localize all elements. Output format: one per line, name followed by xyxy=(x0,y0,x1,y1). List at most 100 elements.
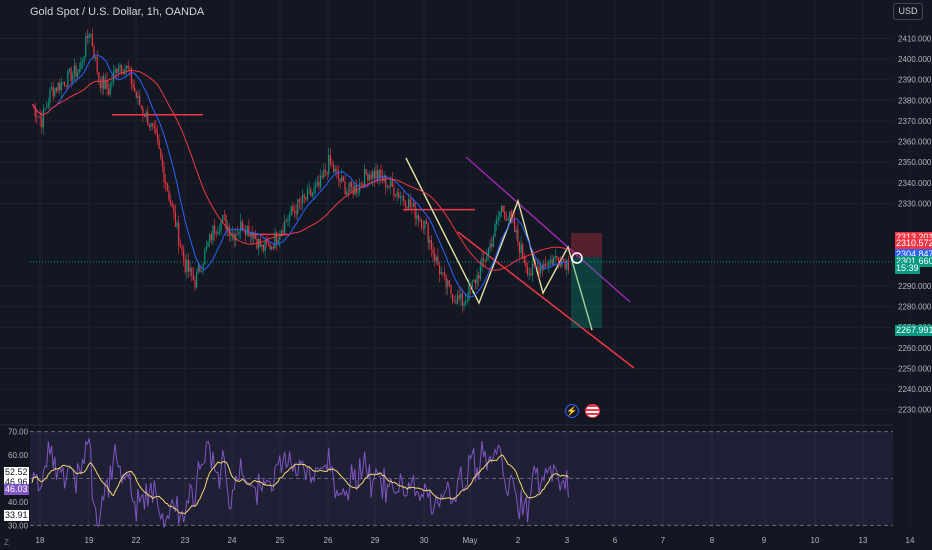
rsi-badge: 46.96 xyxy=(4,477,29,489)
candle-body xyxy=(460,293,462,299)
candle-body xyxy=(478,274,480,279)
candle-body xyxy=(83,56,85,62)
candle-body xyxy=(522,244,524,258)
candle-body xyxy=(91,33,93,47)
candle-body xyxy=(300,201,302,203)
candle-body xyxy=(440,272,442,275)
candle-body xyxy=(54,87,56,96)
price-tick-label: 2240.000 xyxy=(898,385,932,394)
candle-body xyxy=(318,181,320,187)
candle-body xyxy=(277,240,279,243)
price-tick-label: 2370.000 xyxy=(898,117,932,126)
candle-body xyxy=(422,227,424,229)
candle-body xyxy=(150,122,152,127)
candle-body xyxy=(274,232,276,249)
candle-body xyxy=(267,243,269,244)
lightning-icon[interactable]: ⚡ xyxy=(565,404,579,418)
candle-body xyxy=(305,197,307,200)
price-axis[interactable]: 2410.000 2400.000 2390.000 2380.000 2370.000… xyxy=(898,34,932,414)
candle-body xyxy=(122,72,124,74)
price-badge: 2301.660 xyxy=(895,255,932,267)
candle-body xyxy=(178,222,180,246)
grid-lines xyxy=(0,0,911,530)
candle-body xyxy=(553,257,555,265)
candle-body xyxy=(88,34,90,38)
candle-body xyxy=(165,181,167,185)
candle-body xyxy=(559,263,561,267)
candle-body xyxy=(37,116,40,118)
candle-body xyxy=(370,174,372,179)
candle-body xyxy=(215,233,217,234)
candle-body xyxy=(319,175,322,187)
candle-body xyxy=(50,87,53,90)
candle-body xyxy=(139,95,141,106)
candle-body xyxy=(168,190,170,200)
drawings-layer[interactable] xyxy=(30,114,893,369)
candle-body xyxy=(429,239,431,244)
candle-body xyxy=(469,285,472,288)
rsi-axis[interactable]: 70.00 60.00 40.00 30.00 xyxy=(8,428,29,531)
candle-body xyxy=(85,35,87,57)
candle-body xyxy=(189,267,191,272)
candle-body xyxy=(557,258,560,264)
rsi-badge: 52.52 xyxy=(4,466,29,478)
price-tick-label: 2230.000 xyxy=(898,406,932,415)
take-profit-zone xyxy=(571,257,602,328)
candle-body xyxy=(169,199,172,204)
candle-body xyxy=(114,69,116,73)
candle-body xyxy=(230,234,232,236)
candle-body xyxy=(57,82,59,91)
price-tick-label: 2360.000 xyxy=(898,138,932,147)
price-tick-label: 2380.000 xyxy=(898,96,932,105)
candle-body xyxy=(99,81,102,89)
price-tick-label: 2400.000 xyxy=(898,55,932,64)
candle-body xyxy=(401,196,403,197)
candle-body xyxy=(86,35,89,38)
time-tick-label: 23 xyxy=(181,536,190,545)
candle-body xyxy=(152,122,154,126)
candle-body xyxy=(210,234,212,241)
candle-body xyxy=(103,75,105,90)
candle-body xyxy=(404,200,406,207)
candle-body xyxy=(473,279,475,282)
candle-body xyxy=(192,275,194,280)
candle-body xyxy=(184,259,186,273)
candle-body xyxy=(59,82,61,91)
rsi-tick-label: 60.00 xyxy=(8,451,29,460)
candles-layer xyxy=(33,27,569,313)
candle-body xyxy=(140,105,142,109)
candle-body xyxy=(554,255,556,258)
candle-body xyxy=(124,69,126,74)
candle-body xyxy=(359,183,361,192)
candle-body xyxy=(292,206,294,211)
candle-body xyxy=(442,272,444,274)
candle-body xyxy=(518,241,521,253)
candle-body xyxy=(134,87,136,92)
candle-body xyxy=(528,273,530,275)
candle-body xyxy=(222,215,224,222)
candle-body xyxy=(350,182,353,187)
candle-body xyxy=(231,233,234,235)
candle-body xyxy=(127,65,129,69)
candle-body xyxy=(212,225,214,241)
currency-button[interactable]: USD xyxy=(893,3,923,20)
candle-body xyxy=(145,111,147,117)
candle-body xyxy=(197,265,199,272)
candle-body xyxy=(509,211,511,219)
candle-body xyxy=(324,169,327,173)
candle-body xyxy=(357,191,359,193)
candle-body xyxy=(496,219,498,224)
candle-body xyxy=(540,265,542,274)
candle-body xyxy=(259,238,261,247)
price-tick-label: 2390.000 xyxy=(898,76,932,85)
time-axis[interactable]: 18 19 22 23 24 25 26 29 30 May 2 3 6 7 8 9 10 13 14 xyxy=(36,536,915,545)
candle-body xyxy=(235,233,237,241)
candle-body xyxy=(507,218,509,221)
us-flag-icon[interactable] xyxy=(585,404,600,418)
candle-body xyxy=(223,215,225,217)
time-tick-label: 22 xyxy=(132,536,141,545)
symbol-title[interactable]: Gold Spot / U.S. Dollar, 1h, OANDA xyxy=(30,6,205,18)
candle-body xyxy=(394,196,397,197)
candle-body xyxy=(73,65,75,75)
